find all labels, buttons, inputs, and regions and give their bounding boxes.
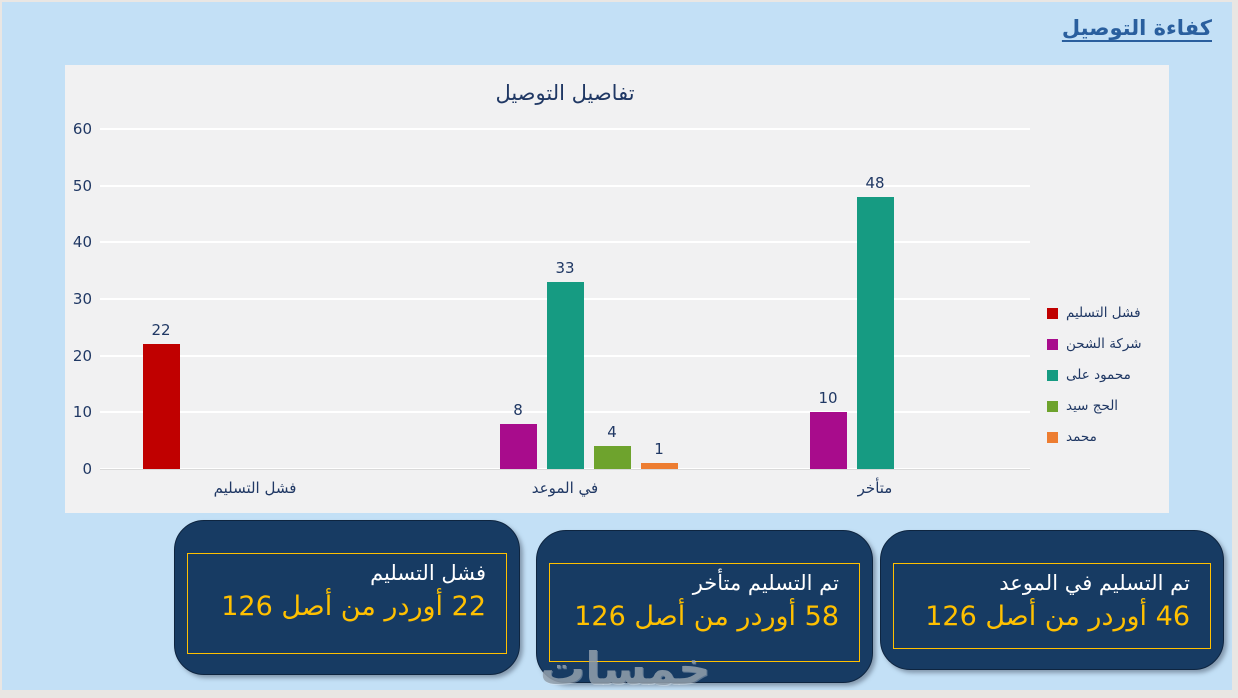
summary-box-ontime-title: تم التسليم في الموعد bbox=[999, 571, 1190, 595]
bar-value-label: 1 bbox=[654, 440, 664, 459]
summary-box-late-inner: تم التسليم متأخر 58 أوردر من أصل 126 bbox=[549, 563, 860, 662]
delivery-details-chart: تفاصيل التوصيل 22 8 33 4 1 10 48 0 10 20 30 40 50 60… bbox=[65, 65, 1169, 513]
summary-box-failed-title: فشل التسليم bbox=[370, 561, 486, 585]
bar-slot: 8 bbox=[499, 401, 537, 469]
bar-الحج سيد: 4 bbox=[593, 423, 631, 469]
bar-slot: 4 bbox=[593, 423, 631, 469]
bar-شركة الشحن: 10 bbox=[809, 389, 847, 469]
gridline-y-50 bbox=[100, 184, 1030, 187]
gridline-y-60 bbox=[100, 128, 1030, 130]
summary-box-ontime-inner: تم التسليم في الموعد 46 أوردر من أصل 126 bbox=[893, 563, 1211, 649]
bar-value-label: 10 bbox=[818, 389, 838, 408]
y-axis-tick-0: 0 bbox=[82, 460, 92, 478]
y-axis-tick-50: 50 bbox=[72, 176, 92, 195]
bar-slot: 10 bbox=[809, 389, 847, 469]
bar-value-label: 4 bbox=[607, 423, 617, 442]
bar-value-label: 33 bbox=[555, 259, 575, 277]
legend-item-0: فشل التسليم bbox=[1047, 305, 1142, 321]
bar-محمود على: 48 bbox=[856, 174, 894, 469]
legend-label: فشل التسليم bbox=[1066, 305, 1141, 321]
sheet-title-link[interactable]: كفاءة التوصيل bbox=[1061, 16, 1212, 40]
x-axis-category-labels: فشل التسليم في الموعد متأخر bbox=[100, 479, 1030, 497]
legend-label: شركة الشحن bbox=[1066, 336, 1142, 352]
summary-box-failed-detail: 22 أوردر من أصل 126 bbox=[221, 591, 486, 623]
bar-value-label: 8 bbox=[513, 400, 523, 419]
y-axis-tick-40: 40 bbox=[72, 233, 92, 252]
bar-شركة الشحن: 8 bbox=[499, 401, 537, 469]
summary-box-failed: فشل التسليم 22 أوردر من أصل 126 bbox=[174, 520, 520, 675]
y-axis-tick-10: 10 bbox=[72, 403, 92, 422]
x-axis-label-1: في الموعد bbox=[531, 479, 599, 497]
bar-group-0: 22 bbox=[100, 129, 410, 469]
watermark: خمسات bbox=[540, 642, 711, 695]
bar-slot: 48 bbox=[856, 174, 894, 469]
legend-item-2: محمود على bbox=[1047, 367, 1142, 383]
legend-swatch-icon bbox=[1047, 431, 1058, 443]
chart-plot-area: 22 8 33 4 1 10 48 0 10 20 30 40 50 60 bbox=[73, 120, 1030, 478]
legend-label: محمود على bbox=[1066, 367, 1131, 383]
bar-group-2: 10 48 bbox=[720, 129, 1030, 469]
bar-محمد: 1 bbox=[640, 440, 678, 469]
legend-label: محمد bbox=[1066, 429, 1097, 445]
summary-box-ontime-detail: 46 أوردر من أصل 126 bbox=[925, 601, 1190, 633]
chart-title: تفاصيل التوصيل bbox=[495, 81, 635, 105]
bar-slot: 33 bbox=[546, 259, 584, 469]
bar-slot: 1 bbox=[640, 440, 678, 469]
legend-swatch-icon bbox=[1047, 307, 1058, 319]
bar-groups: 22 8 33 4 1 10 48 bbox=[100, 129, 1030, 469]
legend-item-4: محمد bbox=[1047, 429, 1142, 445]
summary-box-failed-inner: فشل التسليم 22 أوردر من أصل 126 bbox=[187, 553, 507, 654]
bar-value-label: 48 bbox=[865, 174, 885, 192]
legend-label: الحج سيد bbox=[1066, 398, 1119, 414]
legend-item-1: شركة الشحن bbox=[1047, 336, 1142, 352]
bar-slot: 22 bbox=[142, 321, 180, 469]
legend-swatch-icon bbox=[1047, 369, 1058, 381]
legend-swatch-icon bbox=[1047, 400, 1058, 412]
bar-group-1: 8 33 4 1 bbox=[410, 129, 720, 469]
x-axis-label-0: فشل التسليم bbox=[213, 479, 297, 497]
legend-swatch-icon bbox=[1047, 338, 1058, 350]
bar-محمود على: 33 bbox=[546, 259, 584, 469]
y-axis-tick-30: 30 bbox=[72, 290, 92, 308]
bar-value-label: 22 bbox=[151, 321, 171, 340]
summary-box-late: تم التسليم متأخر 58 أوردر من أصل 126 bbox=[536, 530, 873, 683]
gridline-y-40 bbox=[100, 241, 1030, 244]
x-axis-label-2: متأخر bbox=[857, 479, 893, 497]
y-axis-tick-20: 20 bbox=[72, 346, 92, 365]
summary-box-late-detail: 58 أوردر من أصل 126 bbox=[574, 601, 839, 633]
x-axis-line bbox=[100, 469, 1030, 470]
summary-box-late-title: تم التسليم متأخر bbox=[692, 571, 839, 595]
legend-item-3: الحج سيد bbox=[1047, 398, 1142, 414]
y-axis-tick-60: 60 bbox=[72, 120, 92, 138]
summary-box-ontime: تم التسليم في الموعد 46 أوردر من أصل 126 bbox=[880, 530, 1224, 670]
bar-فشل التسليم: 22 bbox=[142, 321, 180, 469]
chart-legend: فشل التسليم شركة الشحن محمود على الحج سيد مح… bbox=[1047, 305, 1142, 460]
